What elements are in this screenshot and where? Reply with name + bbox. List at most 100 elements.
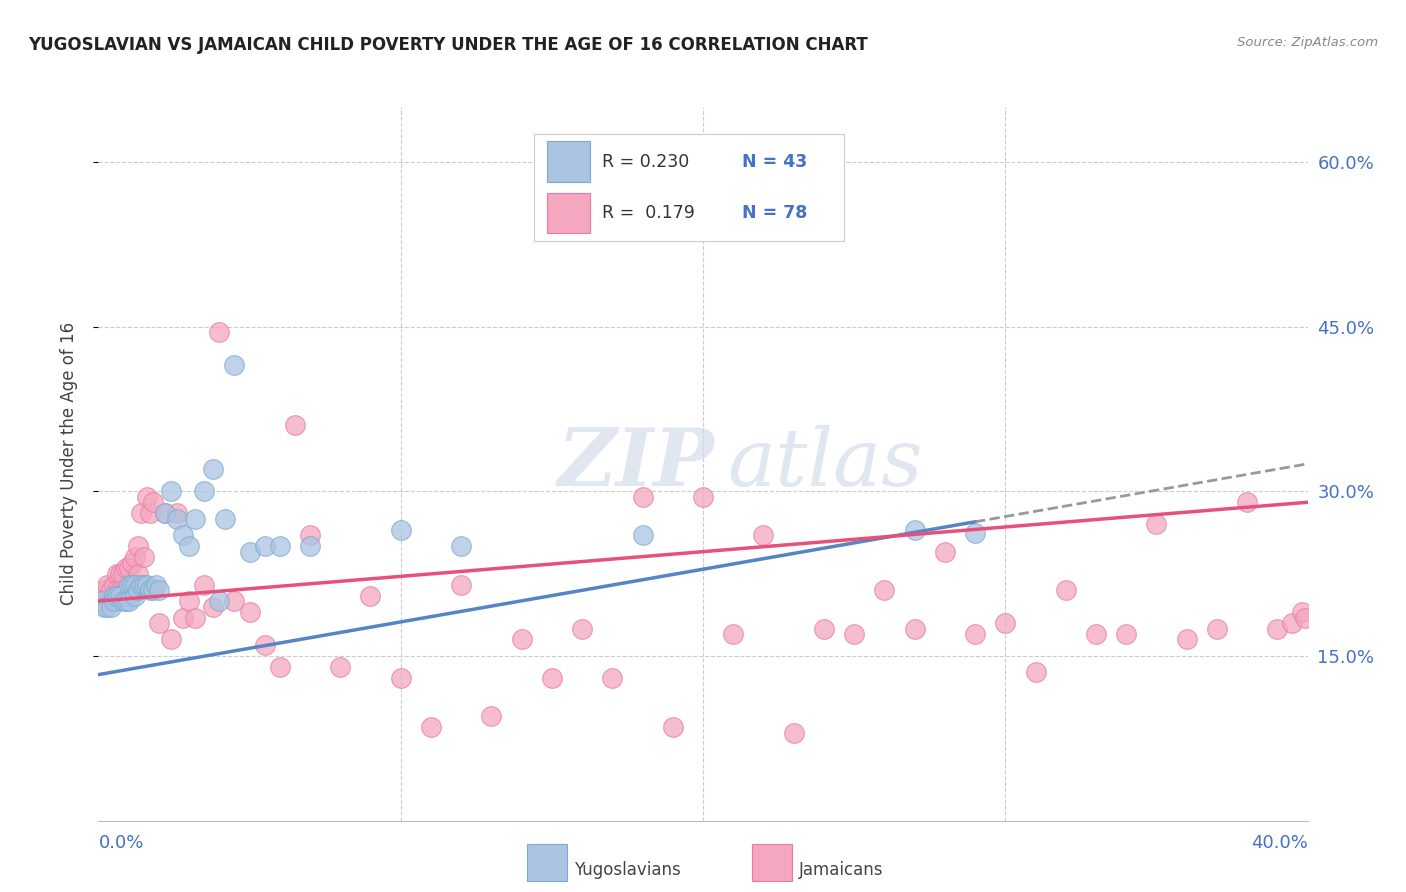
Point (93, 594, 115, 608)
Point (631, 490, 654, 504)
Point (1175, 632, 1198, 647)
Point (114, 561, 136, 575)
Point (224, 594, 246, 608)
Point (602, 671, 624, 685)
Point (1144, 517, 1167, 532)
Point (1085, 627, 1108, 641)
Point (420, 720, 443, 734)
Point (118, 583, 141, 598)
Text: YUGOSLAVIAN VS JAMAICAN CHILD POVERTY UNDER THE AGE OF 16 CORRELATION CHART: YUGOSLAVIAN VS JAMAICAN CHILD POVERTY UN… (28, 36, 868, 54)
Point (253, 638, 276, 652)
Point (111, 566, 134, 581)
Point (166, 506, 188, 520)
Point (389, 671, 412, 685)
Point (114, 583, 136, 598)
Point (103, 589, 125, 603)
Point (450, 577, 472, 591)
Point (153, 506, 176, 520)
Point (184, 512, 207, 526)
FancyBboxPatch shape (547, 193, 591, 234)
Point (873, 583, 896, 598)
Point (239, 544, 262, 558)
Point (179, 539, 201, 553)
Point (844, 627, 866, 641)
Point (184, 610, 207, 624)
Point (93, 599, 115, 614)
Point (105, 589, 128, 603)
Point (129, 506, 152, 520)
Point (389, 523, 412, 537)
Point (103, 577, 125, 591)
Point (1054, 583, 1077, 598)
Text: Jamaicans: Jamaicans (799, 861, 883, 879)
Point (965, 526, 987, 541)
Text: N = 78: N = 78 (741, 204, 807, 222)
Point (253, 539, 276, 553)
Point (148, 615, 170, 630)
Point (214, 512, 236, 526)
Point (100, 583, 122, 598)
Point (193, 577, 215, 591)
Point (172, 610, 194, 624)
Point (108, 566, 131, 581)
Point (90, 594, 112, 608)
Point (135, 577, 157, 591)
Point (121, 577, 143, 591)
Text: 40.0%: 40.0% (1251, 834, 1308, 852)
Point (1236, 495, 1258, 509)
Point (103, 589, 125, 603)
Text: 0.0%: 0.0% (98, 834, 143, 852)
Point (121, 556, 143, 570)
Point (172, 528, 194, 542)
Point (965, 627, 987, 641)
Point (160, 484, 183, 499)
Text: R =  0.179: R = 0.179 (602, 204, 695, 222)
Text: Source: ZipAtlas.com: Source: ZipAtlas.com (1237, 36, 1378, 49)
Point (90, 589, 112, 603)
Point (1206, 622, 1229, 636)
Text: atlas: atlas (727, 425, 922, 502)
Point (284, 418, 307, 433)
Point (193, 484, 215, 499)
Point (127, 566, 149, 581)
Point (96, 577, 118, 591)
Point (111, 594, 134, 608)
Point (813, 622, 835, 636)
Point (142, 495, 165, 509)
Point (1024, 665, 1046, 680)
Point (631, 528, 654, 542)
Point (135, 490, 157, 504)
Point (934, 544, 956, 558)
Point (121, 583, 143, 598)
Point (1294, 610, 1316, 624)
Text: R = 0.230: R = 0.230 (602, 153, 689, 170)
Point (904, 622, 927, 636)
Text: N = 43: N = 43 (741, 153, 807, 170)
Y-axis label: Child Poverty Under the Age of 16: Child Poverty Under the Age of 16 (59, 322, 77, 606)
Point (118, 561, 141, 575)
Point (202, 599, 225, 614)
Point (127, 539, 149, 553)
Point (360, 589, 382, 603)
Point (108, 589, 131, 603)
Point (139, 506, 162, 520)
Point (118, 594, 141, 608)
Point (1267, 622, 1289, 636)
Point (299, 539, 322, 553)
Text: Yugoslavians: Yugoslavians (574, 861, 681, 879)
Point (129, 577, 152, 591)
Point (160, 632, 183, 647)
Point (105, 566, 128, 581)
Point (118, 577, 141, 591)
Point (208, 325, 231, 339)
Point (450, 539, 472, 553)
Point (239, 605, 262, 619)
Point (108, 583, 131, 598)
Point (224, 358, 246, 372)
Point (299, 528, 322, 542)
FancyBboxPatch shape (547, 141, 591, 182)
Point (139, 583, 162, 598)
Point (132, 577, 155, 591)
Point (904, 523, 927, 537)
Point (752, 528, 775, 542)
